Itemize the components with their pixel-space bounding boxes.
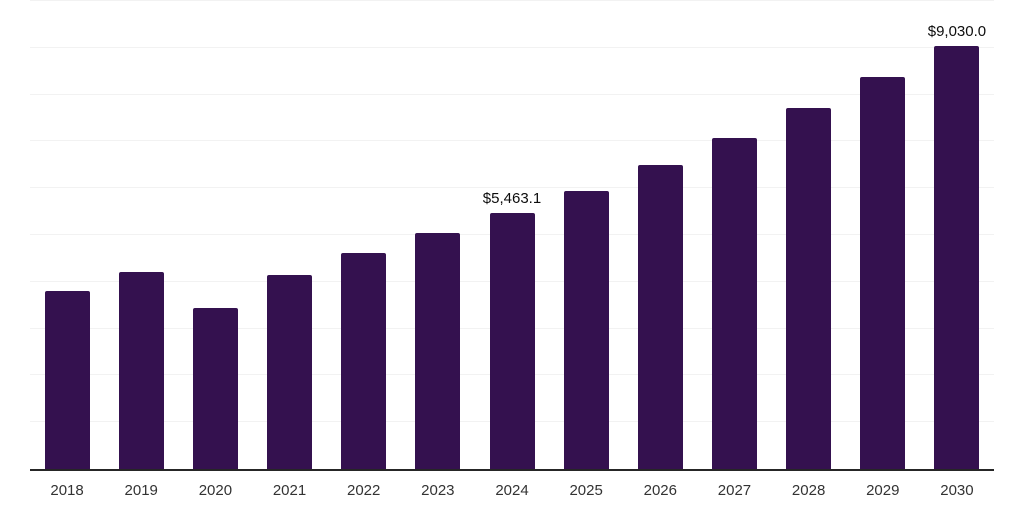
x-axis-line	[30, 469, 994, 471]
x-tick-label-2026: 2026	[643, 482, 677, 499]
bar-2020	[192, 307, 238, 469]
bar-2018	[44, 290, 90, 469]
gridline	[30, 46, 994, 48]
plot-area: $5,463.1 $9,030.0	[30, 0, 994, 469]
bar-2025	[563, 190, 609, 469]
bar-2019	[118, 272, 164, 469]
bar-2029	[860, 77, 906, 469]
x-tick-label-2030: 2030	[940, 482, 974, 499]
x-tick-label-2020: 2020	[198, 482, 233, 499]
x-tick-label-2021: 2021	[272, 482, 307, 499]
bar-2027	[711, 137, 757, 469]
bar-2030	[934, 46, 980, 469]
data-label-2030: $9,030.0	[927, 23, 987, 41]
bar-2028	[786, 107, 832, 469]
x-tick-label-2028: 2028	[791, 482, 826, 499]
bar-2026	[637, 165, 683, 469]
gridline	[30, 140, 994, 142]
bar-2024	[489, 213, 535, 469]
bar-2021	[267, 275, 313, 469]
bar-2022	[341, 252, 387, 469]
x-tick-label-2024: 2024	[495, 482, 529, 499]
x-tick-label-2019: 2019	[124, 482, 158, 499]
x-tick-label-2029: 2029	[866, 482, 900, 499]
gridline	[30, 0, 994, 1]
gridline	[30, 93, 994, 95]
x-tick-label-2023: 2023	[421, 482, 455, 499]
x-tick-label-2022: 2022	[347, 482, 381, 499]
bar-2023	[415, 232, 461, 469]
data-label-2024: $5,463.1	[482, 190, 542, 208]
x-tick-label-2025: 2025	[569, 482, 603, 499]
x-tick-label-2027: 2027	[717, 482, 752, 499]
gridline	[30, 187, 994, 189]
x-tick-label-2018: 2018	[50, 482, 84, 499]
